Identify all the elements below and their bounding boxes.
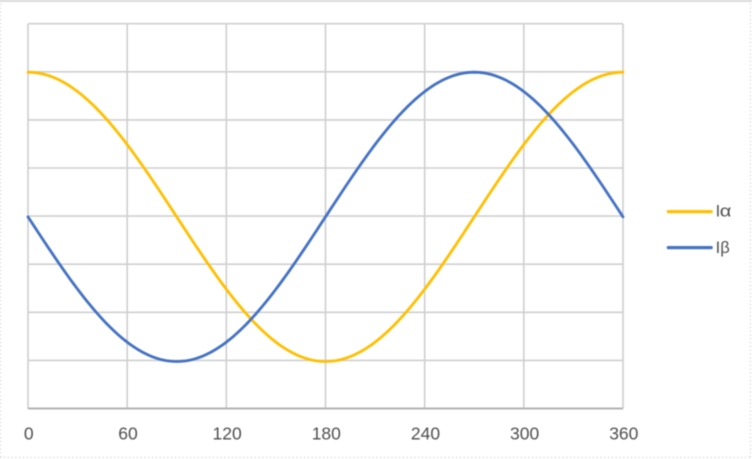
svg-text:60: 60 <box>118 423 138 443</box>
svg-text:β: β <box>720 239 730 257</box>
svg-text:360: 360 <box>609 423 638 443</box>
svg-text:I: I <box>716 202 721 220</box>
svg-text:180: 180 <box>312 423 341 443</box>
svg-text:240: 240 <box>411 423 440 443</box>
svg-text:120: 120 <box>212 423 241 443</box>
svg-text:I: I <box>716 239 721 257</box>
svg-text:0: 0 <box>24 423 34 443</box>
svg-text:α: α <box>720 202 732 220</box>
svg-text:300: 300 <box>510 423 539 443</box>
